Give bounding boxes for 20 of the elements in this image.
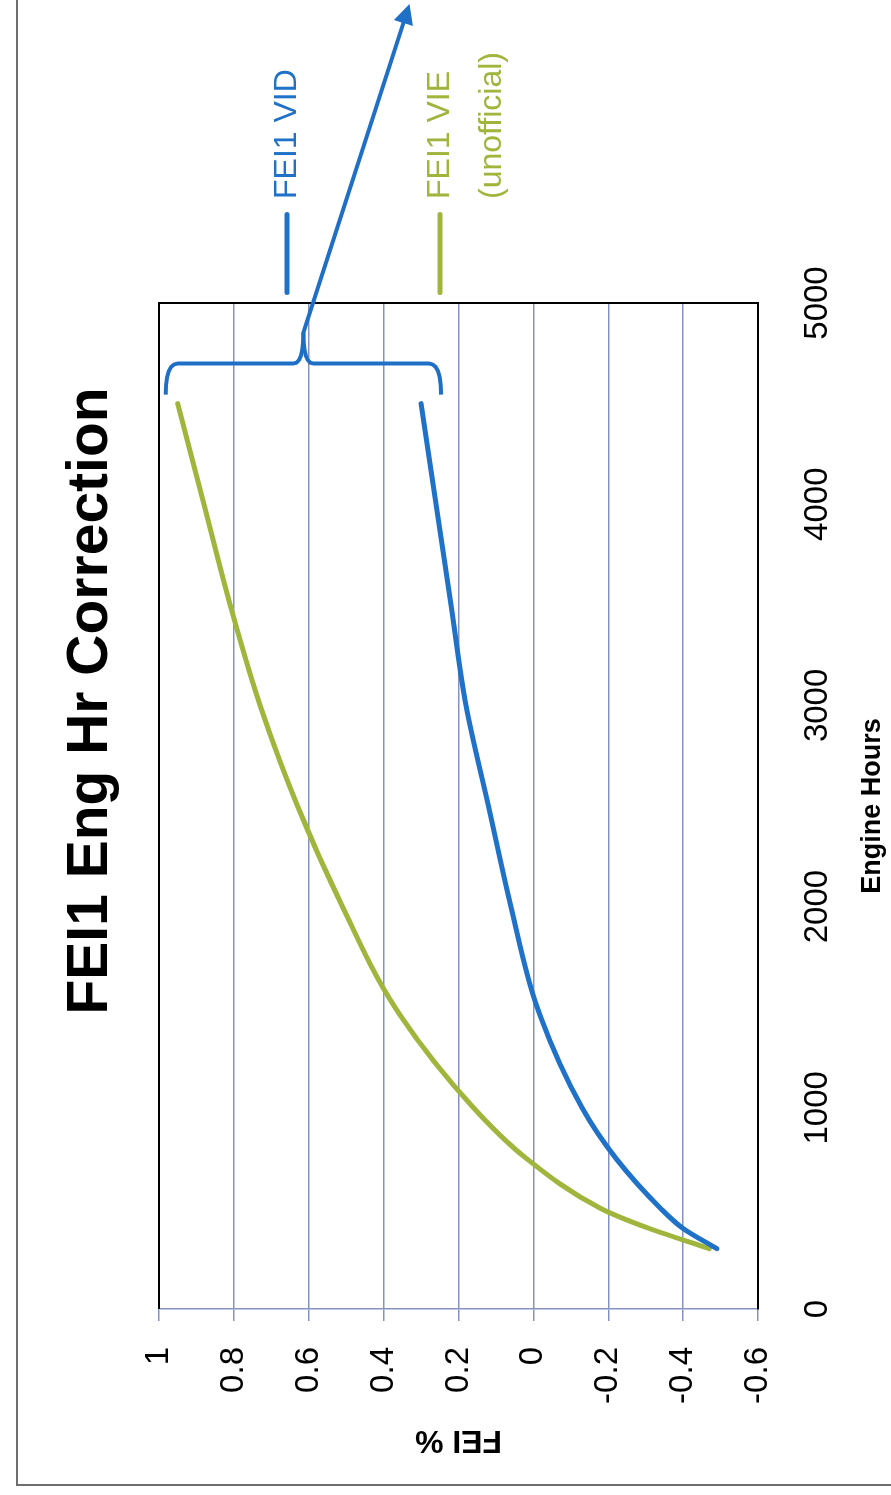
y-tick-label: 2000 xyxy=(797,869,834,944)
x-tick-label: 1 xyxy=(138,1347,176,1366)
x-tick-label: -0.6 xyxy=(737,1347,775,1404)
x-tick-label: 0.6 xyxy=(287,1347,325,1393)
x-tick-label: -0.2 xyxy=(587,1347,625,1404)
x-tick-label: 0.2 xyxy=(437,1347,475,1393)
y-tick-label: 0 xyxy=(797,1299,834,1319)
text: FEI1 VID xyxy=(266,69,303,199)
x-tick-label: 0.8 xyxy=(212,1347,250,1393)
y-tick-label: 1000 xyxy=(797,1071,834,1145)
x-tick-label: 0 xyxy=(512,1347,550,1366)
text: FEI1 VIE (unofficial) xyxy=(419,51,508,199)
x-tick-label: -0.4 xyxy=(662,1347,700,1404)
y-tick-label: 4000 xyxy=(797,467,834,541)
y-axis-title: Engine Hours xyxy=(856,718,886,894)
x-axis-title: FEI % xyxy=(414,1424,503,1460)
x-tick-label: 0.4 xyxy=(362,1347,400,1393)
y-tick-label: 3000 xyxy=(797,668,834,743)
y-tick-label: 5000 xyxy=(797,266,834,340)
text: FEI1 Eng Hr Correction xyxy=(55,387,119,1015)
